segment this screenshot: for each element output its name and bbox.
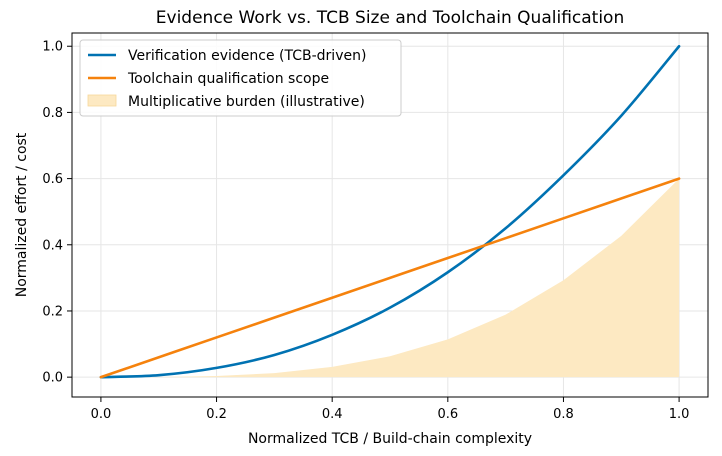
plot-frame bbox=[71, 32, 709, 398]
legend-label-burden: Multiplicative burden (illustrative) bbox=[128, 94, 365, 110]
x-axis-title: Normalized TCB / Build-chain complexity bbox=[248, 431, 532, 447]
x-tick-label: 0.2 bbox=[206, 407, 227, 422]
x-tick-label: 0.4 bbox=[322, 407, 343, 422]
y-tick-label: 0.2 bbox=[42, 304, 63, 319]
y-tick-label: 0.4 bbox=[42, 238, 63, 253]
y-tick-label: 0.6 bbox=[42, 172, 63, 187]
y-tick-label: 0.8 bbox=[42, 106, 63, 121]
series-toolchain-qualification bbox=[99, 177, 681, 379]
x-tick-label: 0.8 bbox=[553, 407, 574, 422]
legend-label-toolchain: Toolchain qualification scope bbox=[127, 71, 329, 87]
legend-label-verification: Verification evidence (TCB-driven) bbox=[128, 48, 366, 64]
y-tick-label: 0.0 bbox=[42, 371, 63, 386]
legend-box bbox=[79, 39, 402, 117]
chart-title: Evidence Work vs. TCB Size and Toolchain… bbox=[156, 8, 624, 28]
series-verification-evidence bbox=[99, 44, 681, 379]
y-tick-label: 1.0 bbox=[42, 40, 63, 55]
x-tick-label: 0.0 bbox=[91, 407, 112, 422]
legend-swatch-burden bbox=[87, 94, 117, 107]
x-tick-label: 1.0 bbox=[669, 407, 690, 422]
ticks: 0.0 0.2 0.4 0.6 0.8 1.0 0.0 0.2 0.4 0.6 0.8 1.0 bbox=[42, 40, 689, 422]
x-tick-label: 0.6 bbox=[437, 407, 458, 422]
line-layer bbox=[99, 44, 681, 379]
legend: Verification evidence (TCB-driven) Toolc… bbox=[79, 39, 402, 117]
area-layer bbox=[100, 178, 680, 378]
y-axis-title: Normalized effort / cost bbox=[14, 132, 30, 297]
area-multiplicative-burden bbox=[100, 178, 680, 378]
